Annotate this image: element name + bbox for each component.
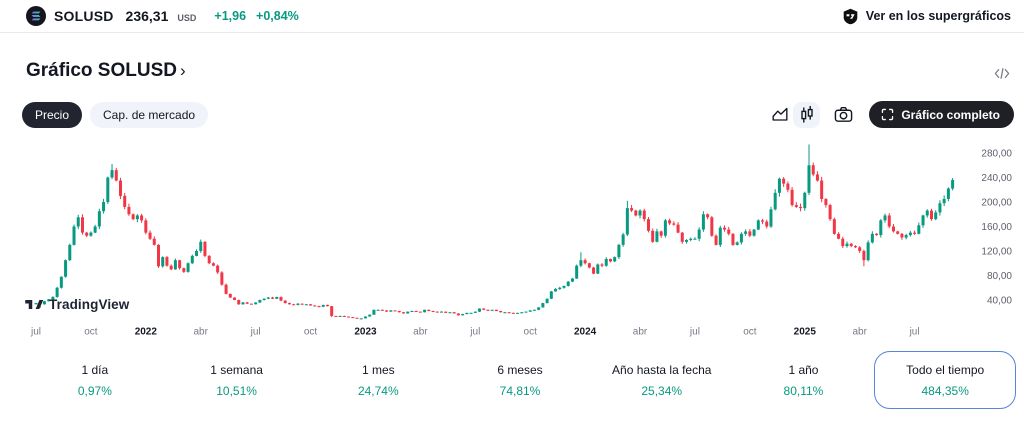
svg-text:80,00: 80,00 (987, 271, 1012, 282)
svg-text:2022: 2022 (135, 327, 158, 338)
fullscreen-icon (882, 108, 894, 121)
period-label: 1 semana (210, 362, 263, 377)
svg-text:abr: abr (194, 327, 209, 338)
svg-text:jul: jul (30, 327, 41, 338)
period-change-value: 10,51% (216, 383, 257, 398)
svg-text:abr: abr (633, 327, 648, 338)
svg-text:jul: jul (909, 327, 920, 338)
change-percent: +0,84% (256, 9, 299, 23)
camera-icon (835, 106, 853, 122)
svg-text:jul: jul (250, 327, 261, 338)
embed-code-icon[interactable] (994, 66, 1010, 86)
period-button[interactable]: 1 día 0,97% (24, 351, 166, 409)
period-button[interactable]: Año hasta la fecha 25,34% (591, 351, 733, 409)
svg-text:oct: oct (524, 327, 538, 338)
svg-text:2024: 2024 (574, 327, 597, 338)
full-chart-label: Gráfico completo (901, 107, 1000, 122)
svg-text:40,00: 40,00 (987, 296, 1012, 307)
period-change-value: 484,35% (921, 383, 969, 398)
change-absolute: +1,96 (214, 9, 247, 23)
chevron-right-icon: › (179, 61, 186, 80)
period-button[interactable]: 1 mes 24,74% (307, 351, 449, 409)
snapshot-camera-button[interactable] (830, 102, 857, 128)
period-label: Año hasta la fecha (612, 362, 712, 377)
period-change-value: 80,11% (783, 383, 824, 398)
chart-controls-row: Precio Cap. de mercado (22, 101, 1014, 128)
svg-text:2023: 2023 (354, 327, 377, 338)
svg-text:oct: oct (84, 327, 98, 338)
symbol-top-bar: SOLUSD 236,31 USD +1,96 +0,84% Ver en lo… (0, 0, 1024, 33)
open-supercharts-link[interactable]: Ver en los supergráficos (842, 8, 1011, 25)
svg-text:200,00: 200,00 (981, 198, 1012, 209)
period-button[interactable]: 1 año 80,11% (733, 351, 875, 409)
period-change-value: 24,74% (357, 383, 399, 398)
period-label: 1 mes (361, 362, 395, 377)
watermark-label: TradingView (49, 297, 130, 312)
area-chart-type-button[interactable] (766, 102, 793, 128)
period-button[interactable]: 1 semana 10,51% (166, 351, 308, 409)
svg-text:abr: abr (413, 327, 428, 338)
tab-price[interactable]: Precio (22, 101, 83, 128)
svg-text:280,00: 280,00 (981, 149, 1012, 160)
svg-text:oct: oct (304, 327, 318, 338)
area-chart-icon (772, 107, 788, 121)
chart-watermark: TradingView (25, 297, 129, 312)
period-label: Todo el tiempo (906, 362, 985, 377)
periods-row: 1 día 0,97% 1 semana 10,51% 1 mes 24,74% 6 mes… (24, 351, 1017, 409)
svg-text:160,00: 160,00 (981, 222, 1012, 233)
svg-text:240,00: 240,00 (981, 173, 1012, 184)
solana-logo-icon (26, 6, 46, 26)
chart-title-link[interactable]: Gráfico SOLUSD › (26, 60, 186, 82)
tradingview-watermark-icon (25, 300, 44, 309)
period-button[interactable]: Todo el tiempo 484,35% (874, 351, 1017, 409)
tradingview-logo-icon (843, 8, 858, 24)
tab-market-cap[interactable]: Cap. de mercado (90, 101, 209, 128)
superchart-link-label: Ver en los supergráficos (865, 9, 1011, 23)
svg-text:2025: 2025 (794, 327, 817, 338)
period-change-value: 74,81% (499, 383, 541, 398)
period-change-value: 25,34% (641, 383, 683, 398)
period-change-value: 0,97% (77, 383, 112, 398)
svg-text:abr: abr (852, 327, 867, 338)
page-title: Gráfico SOLUSD (26, 60, 177, 81)
last-price: 236,31 (125, 8, 169, 24)
currency-label: USD (177, 12, 197, 23)
svg-text:jul: jul (469, 327, 480, 338)
svg-text:120,00: 120,00 (981, 247, 1012, 258)
candles-chart-type-button[interactable] (793, 101, 821, 128)
period-button[interactable]: 6 meses 74,81% (449, 351, 591, 409)
svg-text:oct: oct (743, 327, 757, 338)
period-label: 6 meses (497, 362, 543, 377)
period-label: 1 año (788, 362, 819, 377)
svg-text:jul: jul (689, 327, 700, 338)
symbol-name: SOLUSD (54, 8, 114, 24)
candlestick-icon (801, 105, 813, 122)
full-chart-button[interactable]: Gráfico completo (869, 101, 1014, 128)
period-label: 1 día (81, 362, 109, 377)
